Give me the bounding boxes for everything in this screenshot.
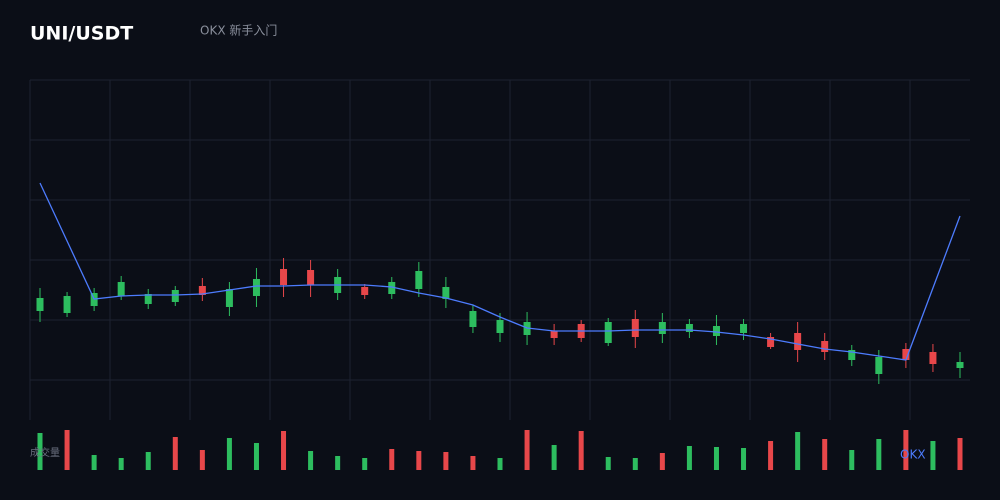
candle-body: [307, 270, 315, 285]
candle-body: [956, 362, 964, 368]
volume-bar: [37, 433, 43, 470]
volume-bar: [91, 455, 97, 470]
volume-bar: [416, 451, 422, 470]
candle-body: [415, 271, 423, 289]
candle-body: [848, 350, 856, 360]
pair-title: UNI/USDT: [30, 23, 133, 45]
candle-body: [902, 349, 910, 360]
candle-body: [712, 326, 720, 336]
volume-bar: [497, 458, 503, 470]
candle-body: [821, 341, 829, 352]
candle-body: [685, 324, 693, 332]
volume-bar: [524, 430, 530, 470]
volume-bar: [605, 457, 611, 470]
volume-bar: [199, 450, 205, 470]
volume-bar: [768, 441, 774, 470]
watermark: OKX: [900, 448, 926, 462]
volume-bar: [226, 438, 232, 470]
volume-bar: [957, 438, 963, 470]
candle-body: [929, 352, 937, 364]
candle-body: [658, 322, 666, 334]
volume-bar: [551, 445, 557, 470]
volume-bar: [362, 458, 368, 470]
volume-bar: [335, 456, 341, 470]
candle-body: [252, 279, 260, 296]
volume-bar: [145, 452, 151, 470]
candle-body: [63, 296, 71, 313]
moving-average-line: [39, 182, 961, 361]
volume-bar: [849, 450, 855, 470]
volume-bar: [470, 456, 476, 470]
volume-bar: [741, 448, 747, 470]
volume-bar: [903, 430, 909, 470]
volume-bar: [443, 452, 449, 470]
candle-body: [171, 290, 179, 302]
candle-body: [225, 289, 233, 307]
volume-bar: [686, 446, 692, 470]
volume-bar: [713, 447, 719, 470]
volume-bar: [308, 451, 314, 470]
candle-body: [36, 298, 44, 311]
volume-bar: [822, 439, 828, 470]
volume-bar: [632, 458, 638, 470]
volume-bar: [172, 437, 178, 470]
candle-body: [280, 269, 288, 285]
candle-body: [117, 282, 125, 296]
volume-bar: [253, 443, 259, 470]
candle-body: [144, 294, 152, 304]
candle-body: [496, 320, 504, 333]
candle-body: [740, 324, 748, 333]
candle-body: [361, 287, 369, 295]
volume-bar: [659, 453, 665, 470]
candle-body: [469, 311, 477, 327]
volume-bar: [389, 449, 395, 470]
volume-bar: [118, 458, 124, 470]
candle-body: [794, 333, 802, 350]
candle-body: [198, 286, 206, 295]
okx-link[interactable]: OKX 新手入门: [200, 23, 277, 38]
candle-body: [767, 337, 775, 347]
candle-body: [388, 282, 396, 294]
candle-body: [875, 357, 883, 374]
candle-body: [631, 319, 639, 337]
volume-bar: [930, 441, 936, 470]
volume-bar: [578, 431, 584, 470]
volume-bar: [64, 430, 70, 470]
volume-bar: [281, 431, 287, 470]
candle-body: [550, 331, 558, 338]
volume-bar: [876, 439, 882, 470]
candle-body: [442, 287, 450, 299]
candle-body: [604, 322, 612, 343]
volume-label: 成交量: [30, 446, 60, 459]
volume-bar: [795, 432, 801, 470]
